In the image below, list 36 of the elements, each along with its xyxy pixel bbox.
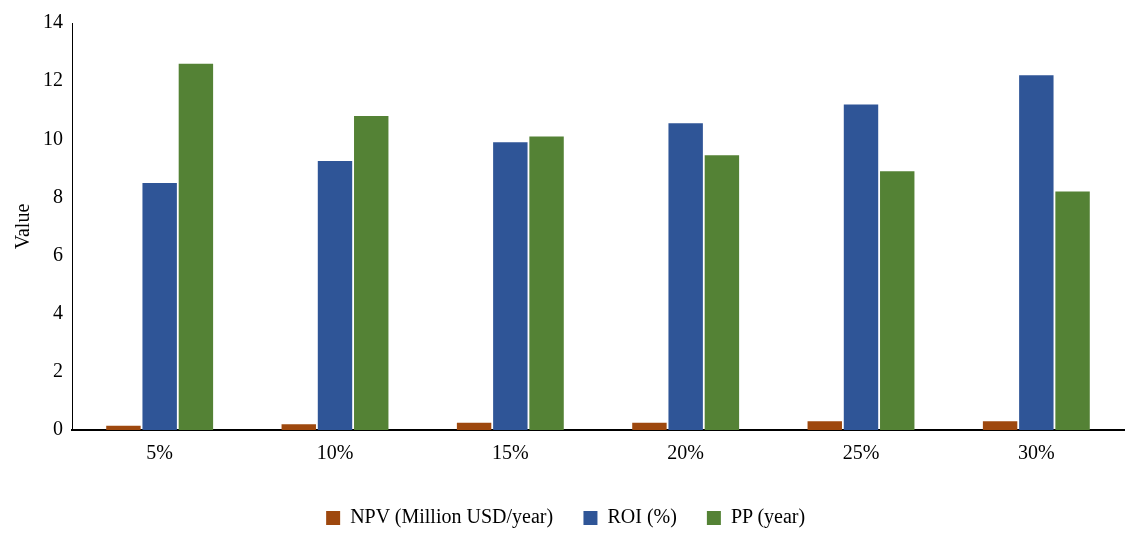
y-tick-label: 10: [43, 126, 63, 149]
bar: [493, 142, 528, 430]
bar: [529, 136, 564, 430]
bar: [632, 422, 667, 430]
bar: [982, 421, 1018, 430]
bar: [807, 421, 842, 430]
x-tick-label: 25%: [842, 441, 880, 464]
x-tick-label: 15%: [492, 441, 529, 464]
bar: [843, 104, 879, 430]
bar: [668, 123, 703, 430]
y-tick-label: 12: [43, 68, 63, 91]
legend-label: ROI (%): [607, 505, 677, 529]
y-tick-label: 0: [53, 417, 63, 440]
bar: [142, 182, 177, 430]
bar: [704, 155, 740, 430]
y-tick-label: 4: [53, 300, 63, 323]
bar: [317, 161, 353, 430]
legend-label: PP (year): [730, 505, 806, 529]
bar: [354, 116, 389, 430]
x-tick-label: 20%: [667, 441, 704, 464]
bar: [281, 424, 316, 430]
y-tick-label: 8: [53, 184, 63, 207]
bar: [1055, 191, 1090, 430]
y-tick-label: 14: [43, 10, 63, 33]
x-tick-label: 5%: [146, 441, 173, 464]
y-tick-label: 2: [53, 359, 63, 382]
bar: [1019, 75, 1054, 430]
y-axis-title: Value: [11, 203, 34, 250]
bar: [456, 422, 492, 430]
y-tick-label: 6: [53, 242, 63, 265]
legend-label: NPV (Million USD/year): [350, 505, 554, 529]
bar: [106, 425, 141, 430]
bar: [880, 171, 915, 430]
bar: [178, 63, 214, 430]
x-tick-label: 30%: [1018, 441, 1055, 464]
x-tick-label: 10%: [316, 441, 354, 464]
